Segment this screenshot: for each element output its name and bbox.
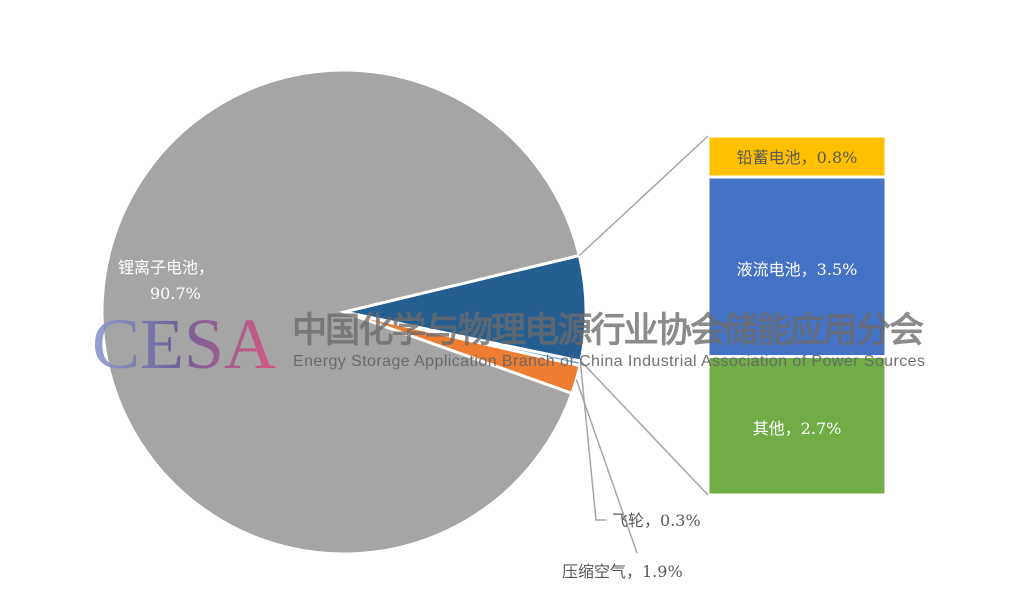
label-flywheel: 飞轮，0.3% bbox=[612, 511, 701, 530]
connector-line-top bbox=[578, 135, 709, 257]
data-labels: 锂离子电池， 90.7% 飞轮，0.3% 压缩空气，1.9% 铅蓄电池，0.8%… bbox=[118, 148, 857, 581]
bar-segment bbox=[706, 355, 888, 497]
leader-line-flywheel bbox=[579, 363, 606, 521]
label-lithium: 锂离子电池， bbox=[118, 258, 214, 277]
pie-slice bbox=[100, 68, 582, 556]
label-compressed-air: 压缩空气，1.9% bbox=[562, 562, 683, 581]
watermark-en: Energy Storage Application Branch of Chi… bbox=[293, 353, 925, 370]
label-other: 其他，2.7% bbox=[753, 419, 842, 438]
pie-slice bbox=[343, 253, 588, 363]
leader-line-compressed-air bbox=[575, 379, 638, 554]
label-flow-battery: 液流电池，3.5% bbox=[737, 260, 858, 279]
label-lead-acid: 铅蓄电池，0.8% bbox=[737, 148, 858, 167]
label-lithium-value: 90.7% bbox=[150, 284, 201, 303]
watermark: CESA 中国化学与物理电源行业协会储能应用分会 Energy Storage … bbox=[92, 304, 925, 384]
watermark-cn: 中国化学与物理电源行业协会储能应用分会 bbox=[292, 310, 924, 351]
connector-lines bbox=[575, 135, 709, 554]
connector-line-bottom bbox=[580, 360, 709, 496]
watermark-logo: CESA bbox=[92, 304, 276, 384]
bar-stack bbox=[706, 134, 888, 497]
bar-segment bbox=[706, 175, 888, 359]
